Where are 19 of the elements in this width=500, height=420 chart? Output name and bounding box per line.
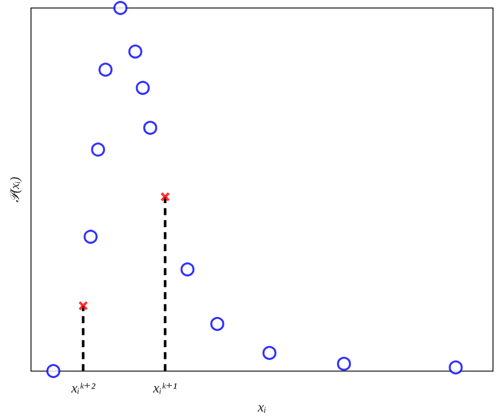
point: [84, 230, 98, 244]
point: [136, 80, 150, 95]
point: [143, 120, 158, 135]
point: [160, 192, 170, 202]
x-tick-label: xᵢᵏ⁺¹: [152, 382, 178, 397]
point: [113, 1, 128, 15]
point: [98, 62, 113, 77]
point: [180, 262, 194, 276]
x-tick-label: xᵢᵏ⁺²: [70, 382, 96, 397]
point: [262, 346, 276, 360]
point: [91, 142, 106, 157]
point: [78, 301, 88, 310]
point: [46, 364, 60, 378]
x-axis-title: xᵢ: [256, 400, 266, 416]
y-axis-title: 𝒫(xᵢ): [7, 176, 22, 202]
point: [448, 360, 463, 374]
point: [210, 316, 224, 331]
point: [336, 356, 351, 371]
point: [128, 44, 142, 59]
